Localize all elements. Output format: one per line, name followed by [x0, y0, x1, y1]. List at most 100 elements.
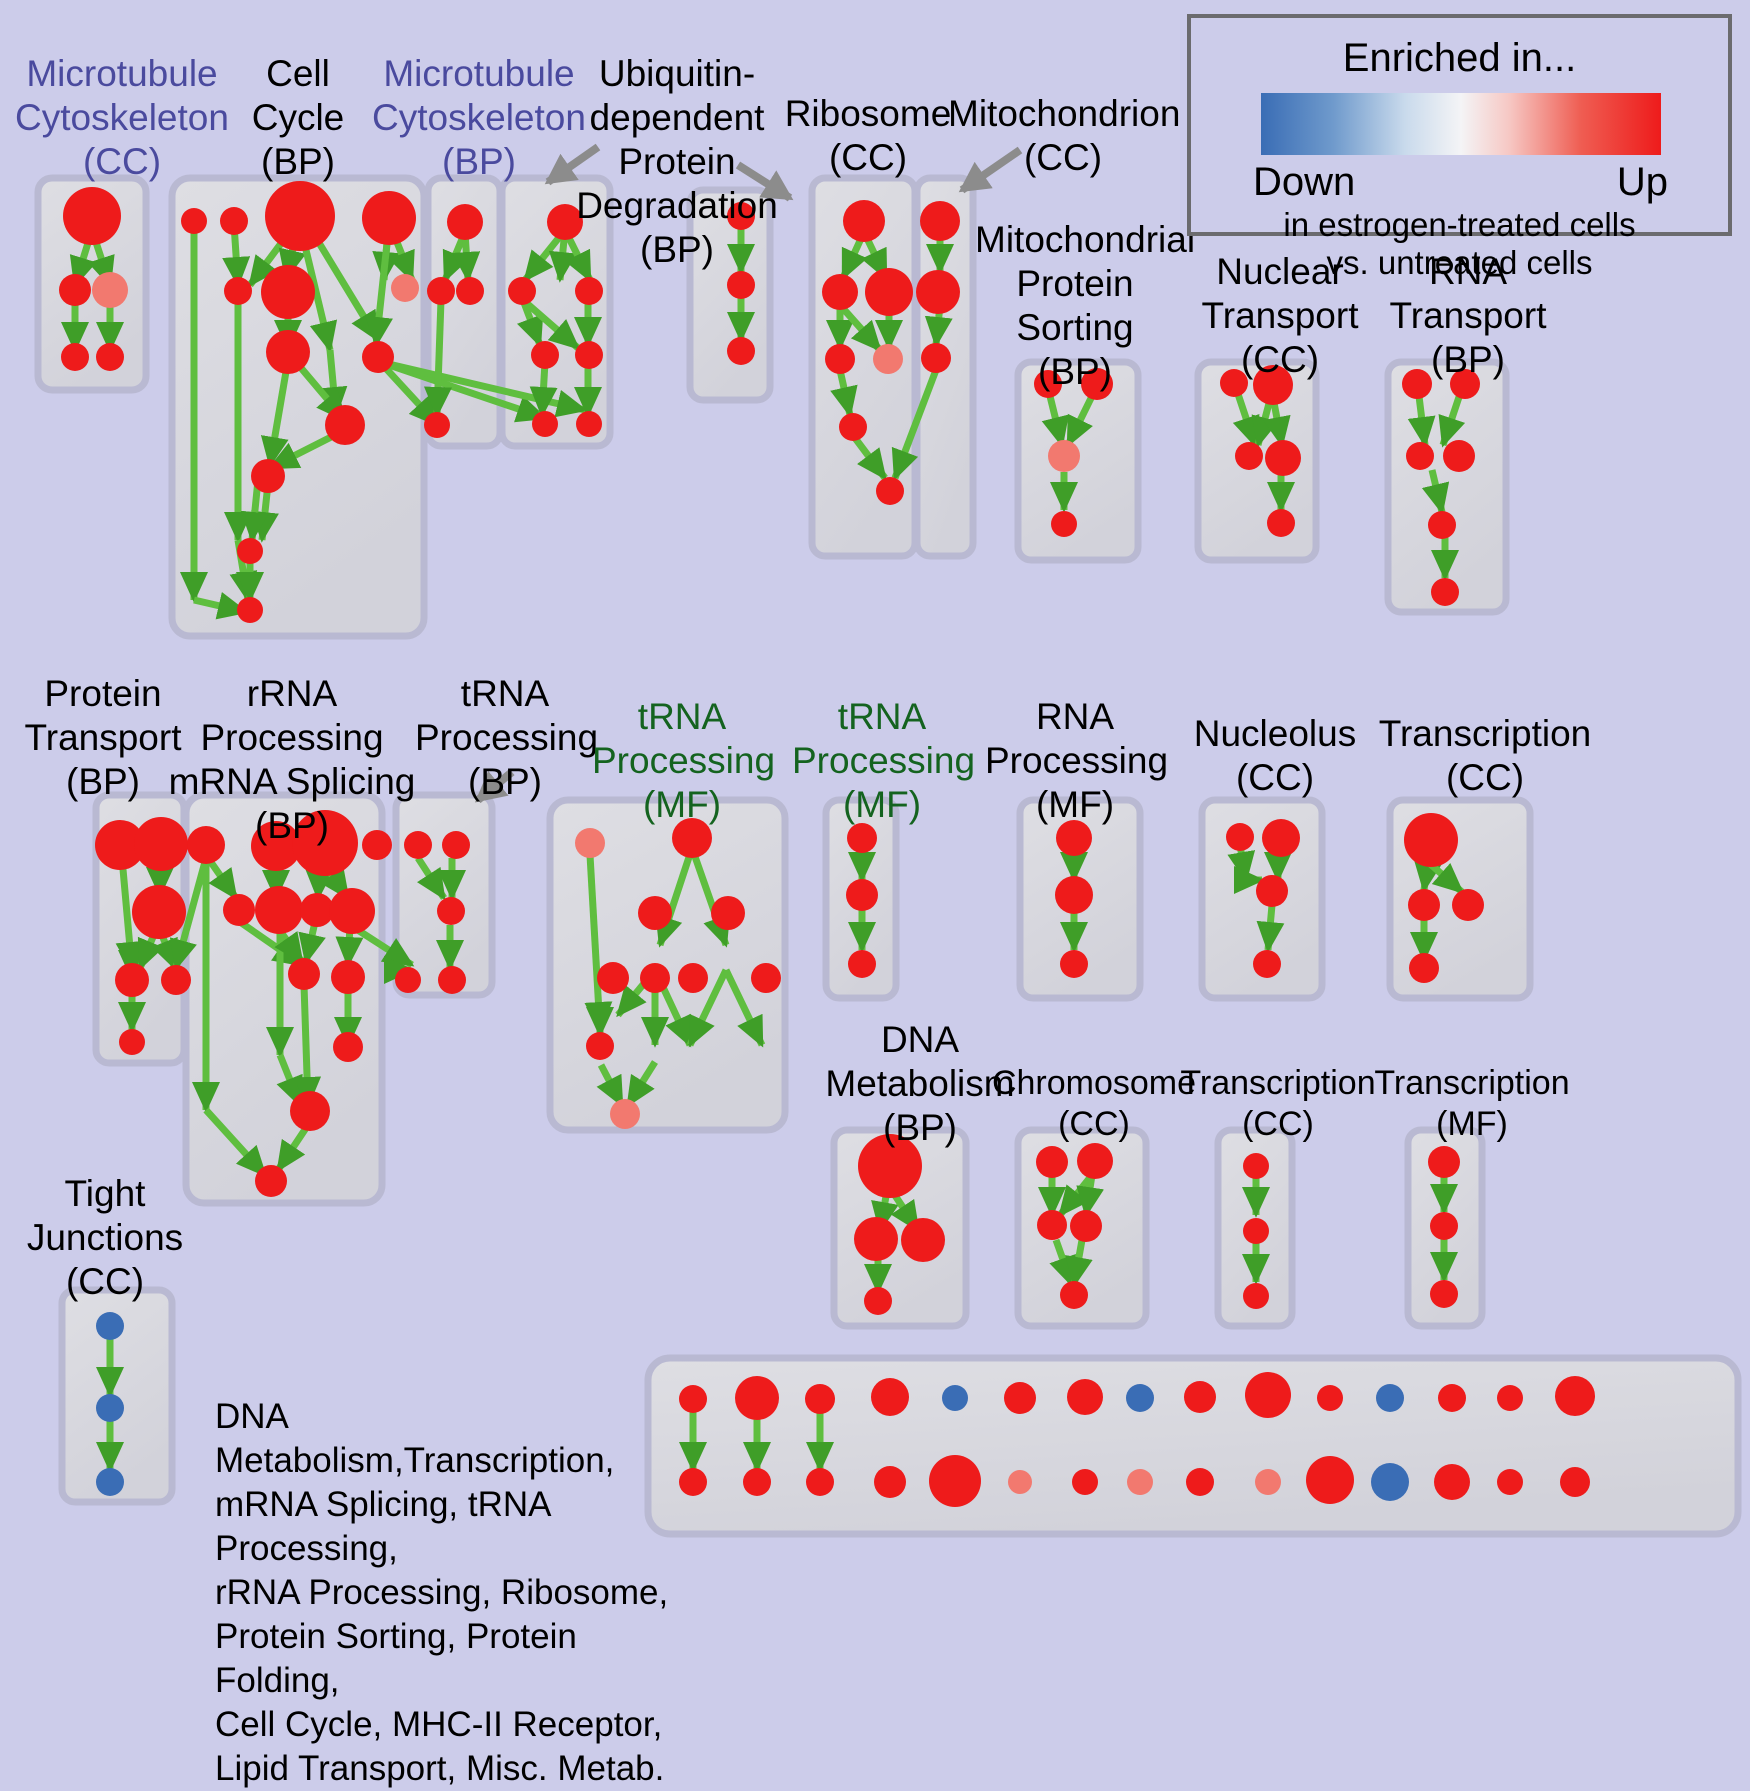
- node: [1430, 1280, 1458, 1308]
- node: [1004, 1382, 1036, 1414]
- node: [292, 810, 358, 876]
- node: [1255, 1469, 1281, 1495]
- node: [456, 277, 484, 305]
- node: [1036, 1146, 1068, 1178]
- node: [735, 1376, 779, 1420]
- node: [711, 896, 745, 930]
- node: [532, 411, 558, 437]
- node: [1402, 369, 1432, 399]
- node: [161, 965, 191, 995]
- node: [1497, 1385, 1523, 1411]
- node: [1067, 1379, 1103, 1415]
- node: [1371, 1463, 1409, 1501]
- node: [727, 202, 755, 230]
- node: [223, 894, 255, 926]
- legend-subtitle: in estrogen-treated cells vs. untreated …: [1283, 206, 1636, 281]
- node: [873, 344, 903, 374]
- node: [822, 274, 858, 310]
- node: [266, 330, 310, 374]
- node: [597, 962, 629, 994]
- node: [586, 1032, 614, 1060]
- node: [255, 886, 303, 934]
- node: [1434, 1464, 1470, 1500]
- node: [61, 343, 89, 371]
- node: [119, 1029, 145, 1055]
- node: [1008, 1470, 1032, 1494]
- node: [805, 1384, 835, 1414]
- node: [1184, 1381, 1216, 1413]
- node: [916, 270, 960, 314]
- node: [181, 208, 207, 234]
- arrow-to-microtubule-bp: [544, 143, 601, 186]
- node: [1243, 1283, 1269, 1309]
- node: [575, 277, 603, 305]
- arrow-to-mitochondrion: [958, 146, 1023, 194]
- node: [874, 1466, 906, 1498]
- node: [237, 597, 263, 623]
- node: [1443, 440, 1475, 472]
- node: [424, 412, 450, 438]
- node: [251, 459, 285, 493]
- node: [1070, 1210, 1102, 1242]
- node: [901, 1218, 945, 1262]
- node: [1262, 819, 1300, 857]
- label-rna-transport-bp: RNA Transport (BP): [1389, 251, 1547, 380]
- node: [871, 1378, 909, 1416]
- label-microtubule-cytoskeleton-bp: Microtubule Cytoskeleton (BP): [372, 53, 586, 182]
- node: [96, 1468, 124, 1496]
- node: [1048, 440, 1080, 472]
- node: [96, 1312, 124, 1340]
- node: [1056, 820, 1092, 856]
- legend-color-gradient: [1261, 93, 1661, 155]
- node: [575, 828, 605, 858]
- node: [638, 896, 672, 930]
- label-nucleolus-cc: Nucleolus (CC): [1193, 713, 1357, 798]
- node: [438, 966, 466, 994]
- node: [610, 1099, 640, 1129]
- node: [362, 830, 392, 860]
- label-trna-processing-mf-2: tRNA Processing (MF): [792, 696, 976, 825]
- node: [575, 341, 603, 369]
- node: [1267, 509, 1295, 537]
- node: [727, 337, 755, 365]
- graph-nodes: [59, 181, 1595, 1507]
- node: [290, 1091, 330, 1131]
- label-microtubule-cytoskeleton-cc: Microtubule Cytoskeleton (CC): [15, 53, 229, 182]
- node: [404, 831, 432, 859]
- node: [288, 958, 320, 990]
- node: [1450, 369, 1480, 399]
- node: [1317, 1385, 1343, 1411]
- label-dna-metabolism-bp: DNA Metabolism (BP): [825, 1019, 1015, 1148]
- node: [1253, 365, 1293, 405]
- node: [679, 1385, 707, 1413]
- node: [325, 405, 365, 445]
- label-mitochondrion-cc: Mitochondrion (CC): [948, 93, 1181, 178]
- node: [255, 1165, 287, 1197]
- label-transcription-cc-top: Transcription (CC): [1378, 713, 1592, 798]
- node: [1060, 950, 1088, 978]
- node: [1072, 1469, 1098, 1495]
- node: [1243, 1153, 1269, 1179]
- node: [1245, 1372, 1291, 1418]
- label-rrna-mrna-splicing-bp: rRNA Processing mRNA Splicing (BP): [168, 673, 416, 846]
- node: [576, 411, 602, 437]
- node: [437, 897, 465, 925]
- node: [865, 268, 913, 316]
- node: [679, 1468, 707, 1496]
- node: [864, 1287, 892, 1315]
- node: [362, 191, 416, 245]
- node: [251, 821, 301, 871]
- label-cell-cycle-bp: Cell Cycle (BP): [251, 53, 345, 182]
- node: [329, 888, 375, 934]
- node: [1265, 440, 1301, 476]
- node: [876, 477, 904, 505]
- node: [1060, 1281, 1088, 1309]
- node: [825, 344, 855, 374]
- node: [1452, 889, 1484, 921]
- node: [1034, 370, 1062, 398]
- node: [1037, 1210, 1067, 1240]
- node: [1404, 813, 1458, 867]
- arrow-to-ubiquitin-right: [735, 161, 794, 202]
- node: [1430, 1212, 1458, 1240]
- node: [640, 963, 670, 993]
